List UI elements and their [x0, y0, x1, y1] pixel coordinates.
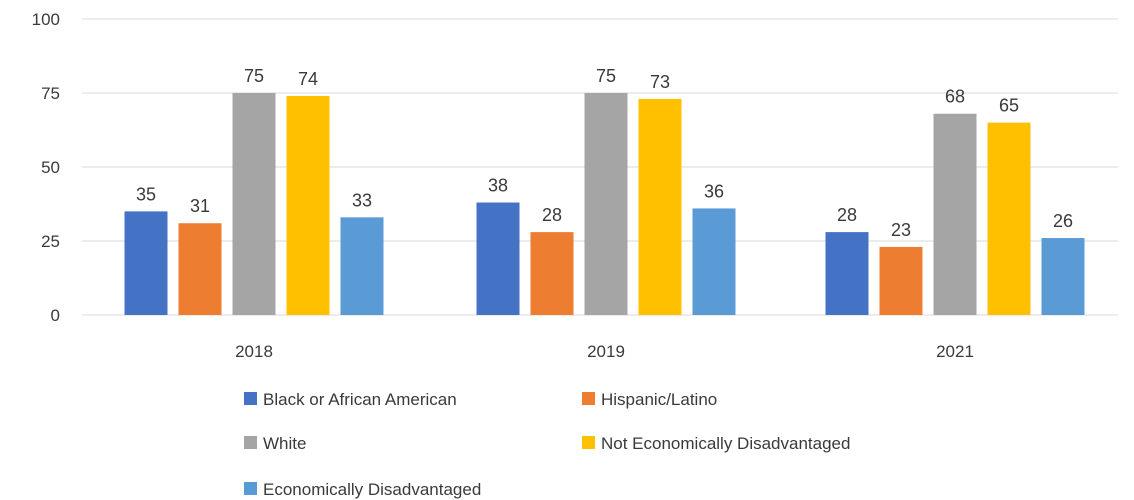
- legend-label: Economically Disadvantaged: [263, 480, 481, 499]
- bar: [340, 217, 384, 315]
- legend-swatch: [244, 436, 257, 449]
- bar: [232, 93, 276, 315]
- bars: [124, 93, 1085, 316]
- y-tick-label: 100: [32, 10, 60, 29]
- legend: Black or African American Hispanic/Latino…: [244, 390, 850, 499]
- bar: [933, 113, 977, 315]
- bar: [178, 223, 222, 315]
- data-labels: 35 31 75 74 33 38 28 75 73 36 28 23 68 65 26: [136, 66, 1073, 240]
- legend-swatch: [582, 392, 595, 405]
- legend-item: Economically Disadvantaged: [244, 480, 481, 499]
- x-tick-label: 2019: [587, 342, 625, 361]
- bar: [124, 211, 168, 315]
- bar: [638, 98, 682, 315]
- y-tick-label: 0: [51, 306, 60, 325]
- legend-label: Not Economically Disadvantaged: [601, 434, 850, 453]
- x-tick-label: 2018: [235, 342, 273, 361]
- data-label: 75: [244, 66, 264, 86]
- bar: [584, 93, 628, 315]
- data-label: 73: [650, 72, 670, 92]
- legend-item: Not Economically Disadvantaged: [582, 434, 850, 453]
- legend-swatch: [582, 436, 595, 449]
- x-tick-label: 2021: [936, 342, 974, 361]
- data-label: 26: [1053, 211, 1073, 231]
- legend-item: White: [244, 434, 306, 453]
- y-tick-label: 25: [41, 232, 60, 251]
- bar: [1041, 238, 1085, 315]
- data-label: 31: [190, 196, 210, 216]
- data-label: 33: [352, 190, 372, 210]
- bar: [879, 246, 923, 315]
- y-tick-label: 75: [41, 84, 60, 103]
- data-label: 75: [596, 66, 616, 86]
- bar: [530, 232, 574, 315]
- y-axis-tick-labels: 0 25 50 75 100: [32, 10, 60, 325]
- legend-swatch: [244, 392, 257, 405]
- data-label: 68: [945, 87, 965, 107]
- bar: [476, 202, 520, 315]
- legend-swatch: [244, 482, 257, 495]
- data-label: 74: [298, 69, 318, 89]
- y-tick-label: 50: [41, 158, 60, 177]
- legend-item: Black or African American: [244, 390, 457, 409]
- data-label: 23: [891, 220, 911, 240]
- legend-label: Black or African American: [263, 390, 457, 409]
- legend-label: White: [263, 434, 306, 453]
- data-label: 28: [837, 205, 857, 225]
- bar: [692, 208, 736, 315]
- data-label: 36: [704, 181, 724, 201]
- bar: [987, 122, 1031, 315]
- legend-item: Hispanic/Latino: [582, 390, 717, 409]
- data-label: 35: [136, 184, 156, 204]
- data-label: 65: [999, 96, 1019, 116]
- data-label: 38: [488, 176, 508, 196]
- data-label: 28: [542, 205, 562, 225]
- x-axis-tick-labels: 2018 2019 2021: [235, 342, 974, 361]
- bar: [825, 232, 869, 315]
- bar: [286, 95, 330, 316]
- legend-label: Hispanic/Latino: [601, 390, 717, 409]
